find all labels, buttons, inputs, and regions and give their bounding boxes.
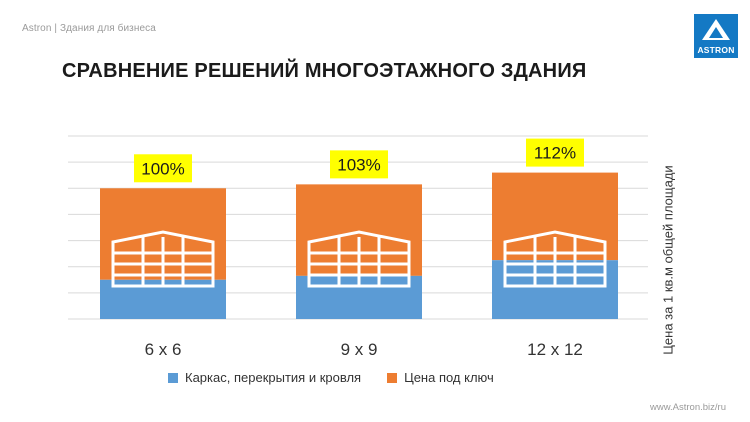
footer-url: www.Astron.biz/ru	[649, 402, 726, 413]
y-axis-label: Цена за 1 кв.м общей площади	[660, 165, 676, 355]
legend: Каркас, перекрытия и кровля Цена под клю…	[168, 370, 520, 385]
legend-label: Цена под ключ	[404, 370, 494, 385]
data-label-bg	[134, 154, 192, 183]
building-icon	[503, 230, 607, 288]
data-label: 112%	[534, 144, 576, 163]
astron-logo: ASTRON	[694, 14, 738, 58]
building-icon	[111, 230, 215, 288]
legend-swatch	[387, 372, 398, 383]
category-label: 12 x 12	[527, 340, 583, 359]
logo-text: ASTRON	[697, 45, 735, 55]
page-title: СРАВНЕНИЕ РЕШЕНИЙ МНОГОЭТАЖНОГО ЗДАНИЯ	[62, 60, 587, 82]
data-label: 103%	[337, 155, 380, 174]
logo-roof-icon	[702, 19, 730, 40]
category-label: 9 x 9	[340, 340, 378, 359]
data-label-bg	[526, 138, 584, 167]
header-text: Astron | Здания для бизнеса	[22, 23, 156, 34]
data-label: 100%	[141, 159, 184, 178]
building-icon	[307, 230, 411, 288]
category-label: 6 x 6	[144, 340, 182, 359]
legend-item-turnkey: Цена под ключ	[387, 370, 494, 385]
legend-item-frame: Каркас, перекрытия и кровля	[168, 370, 361, 385]
data-label-bg	[330, 150, 388, 179]
legend-label: Каркас, перекрытия и кровля	[185, 370, 362, 385]
y-axis-label-wrap: Цена за 1 кв.м общей площади	[658, 150, 678, 370]
legend-swatch	[168, 372, 178, 383]
